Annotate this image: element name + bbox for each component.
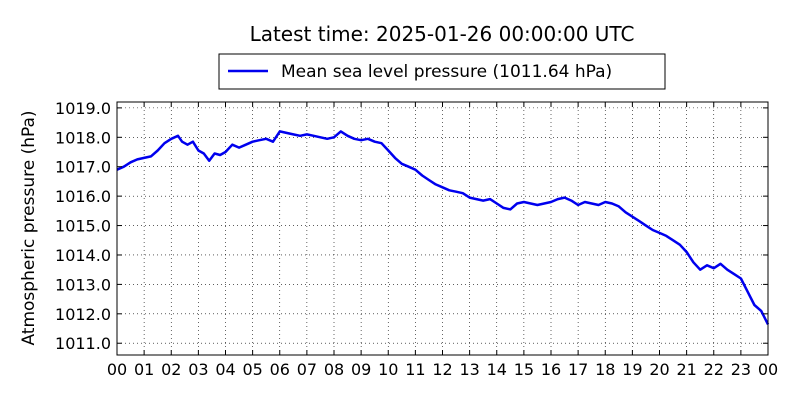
y-tick-labels: 1011.0 1012.0 1013.0 1014.0 1015.0 1016.0 1017…: [55, 99, 111, 353]
x-tick-label: 17: [568, 360, 588, 379]
chart-legend: Mean sea level pressure (1011.64 hPa): [218, 53, 666, 90]
y-axis-title: Atmospheric pressure (hPa): [19, 110, 39, 345]
x-tick-label: 20: [649, 360, 669, 379]
y-tick-label: 1017.0: [55, 158, 111, 177]
tick-marks: [116, 102, 769, 355]
series-line-pressure: [116, 130, 770, 325]
y-tick-label: 1011.0: [55, 334, 111, 353]
x-tick-label: 12: [432, 360, 452, 379]
y-tick-label: 1019.0: [55, 99, 111, 118]
grid-lines: [117, 102, 768, 355]
x-tick-label: 00: [107, 360, 127, 379]
y-tick-label: 1015.0: [55, 217, 111, 236]
x-tick-label: 09: [351, 360, 371, 379]
series-layer: [116, 130, 770, 325]
legend-box: [218, 53, 666, 90]
x-tick-label: 13: [459, 360, 479, 379]
y-tick-label: 1018.0: [55, 128, 111, 147]
x-tick-label: 03: [188, 360, 208, 379]
x-tick-label: 14: [487, 360, 507, 379]
x-tick-label: 02: [161, 360, 181, 379]
plot-frame: [116, 101, 769, 356]
x-tick-label: 11: [405, 360, 425, 379]
x-tick-label: 05: [242, 360, 262, 379]
chart-title: Latest time: 2025-01-26 00:00:00 UTC: [250, 22, 635, 46]
y-tick-label: 1012.0: [55, 305, 111, 324]
x-tick-label: 07: [297, 360, 317, 379]
x-tick-label: 00: [758, 360, 778, 379]
y-tick-label: 1013.0: [55, 275, 111, 294]
x-tick-label: 23: [731, 360, 751, 379]
x-tick-label: 18: [595, 360, 615, 379]
x-tick-label: 22: [704, 360, 724, 379]
x-tick-labels: 00 01 02 03 04 05 06 07 08 09 10 11 12 13 14 15 16 17 18 19…: [107, 360, 778, 379]
legend-entry-label: Mean sea level pressure (1011.64 hPa): [281, 62, 612, 82]
x-tick-label: 06: [270, 360, 290, 379]
x-tick-label: 19: [622, 360, 642, 379]
x-tick-label: 04: [215, 360, 235, 379]
x-tick-label: 21: [676, 360, 696, 379]
x-tick-label: 01: [134, 360, 154, 379]
x-tick-label: 16: [541, 360, 561, 379]
y-tick-label: 1014.0: [55, 246, 111, 265]
x-tick-label: 15: [514, 360, 534, 379]
y-tick-label: 1016.0: [55, 187, 111, 206]
x-tick-label: 10: [378, 360, 398, 379]
x-tick-label: 08: [324, 360, 344, 379]
